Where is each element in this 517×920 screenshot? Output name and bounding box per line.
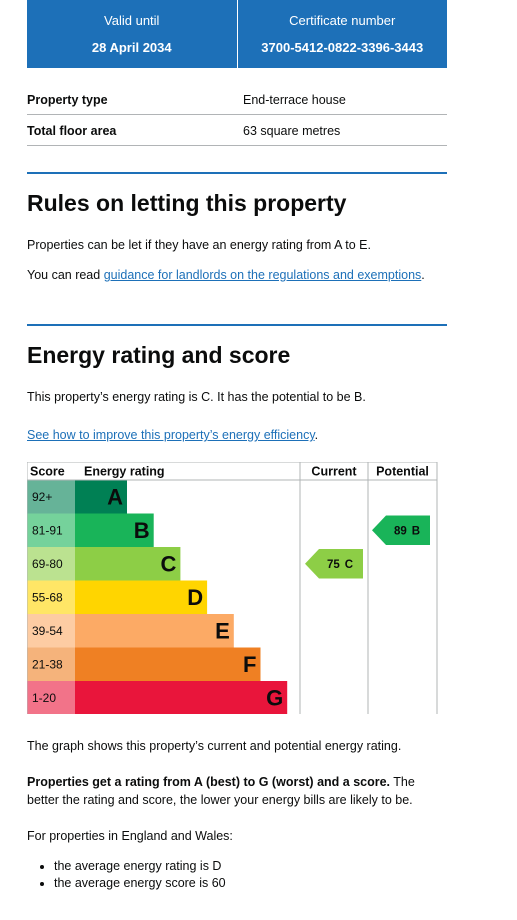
paragraph: See how to improve this property’s energ…: [27, 426, 318, 444]
score-range: 1-20: [32, 691, 56, 705]
rating-band: [75, 614, 234, 648]
score-cell: [27, 647, 75, 681]
rating-band: [75, 480, 127, 514]
paragraph: This property’s energy rating is C. It h…: [27, 390, 366, 404]
heading: Energy rating and score: [27, 342, 291, 368]
band-letter: E: [215, 619, 230, 644]
rating-letter: C: [345, 559, 353, 571]
text: The better the rating and score, the low…: [27, 775, 415, 807]
rating-band: [75, 513, 154, 547]
band-letter: G: [266, 686, 283, 711]
summary-cell: Valid until 28 April 2034: [27, 0, 237, 68]
band-letter: B: [134, 518, 150, 543]
score-cell: [27, 513, 75, 547]
rating-score: 89: [394, 525, 407, 537]
potential-rating-arrow: [372, 515, 430, 545]
key: Property type: [27, 93, 108, 107]
section-break: [27, 324, 447, 326]
text: .: [421, 268, 425, 282]
band-letter: C: [161, 552, 177, 577]
current-rating-label: 75 C: [327, 559, 353, 571]
value: 3700-5412-0822-3396-3443: [261, 40, 424, 55]
current-rating-arrow: [305, 549, 363, 579]
score-cell: [27, 480, 75, 514]
score-cell: [27, 614, 75, 648]
potential-rating-label: 89 B: [394, 525, 420, 537]
list: the average energy rating is D the avera…: [27, 858, 226, 892]
score-cell: [27, 580, 75, 614]
rating-band: [75, 580, 208, 614]
section-break: [27, 172, 447, 174]
summary-cell: Certificate number 3700-5412-0822-3396-3…: [236, 0, 448, 68]
rating-letter: B: [412, 525, 420, 537]
key: Total floor area: [27, 124, 117, 138]
list-item: the average energy rating is D: [54, 858, 226, 875]
score-cell: [27, 547, 75, 581]
score-cell: [27, 681, 75, 714]
score-range: 21-38: [32, 657, 63, 671]
link[interactable]: See how to improve this property’s energ…: [27, 428, 315, 442]
rating-band: [75, 547, 181, 581]
band-letter: D: [187, 585, 203, 610]
link[interactable]: guidance for landlords on the regulation…: [103, 268, 422, 282]
score-range: 92+: [32, 490, 52, 504]
label: Valid until: [104, 13, 160, 28]
score-range: 39-54: [32, 624, 63, 638]
value: End-terrace house: [243, 93, 346, 107]
energy-rating-graph: Score Energy rating Current Potential 92+ A 81…: [27, 462, 438, 714]
band-letter: A: [107, 485, 123, 510]
paragraph: Properties can be let if they have an en…: [27, 238, 371, 252]
column-header: Score: [30, 464, 65, 478]
text: .: [314, 428, 319, 442]
band-letter: F: [243, 652, 256, 677]
rating-band: [75, 647, 261, 681]
paragraph: You can read guidance for landlords on t…: [27, 266, 425, 284]
value: 28 April 2034: [91, 40, 172, 55]
rating-band: [75, 681, 288, 714]
column-header: Potential: [376, 464, 429, 478]
column-header: Energy rating: [84, 464, 165, 478]
label: Certificate number: [289, 13, 396, 28]
property-row: Total floor area 63 square metres: [27, 115, 447, 146]
heading: Rules on letting this property: [27, 190, 347, 216]
score-range: 55-68: [32, 590, 63, 604]
list-item: the average energy score is 60: [54, 875, 226, 892]
paragraph: For properties in England and Wales:: [27, 829, 233, 843]
bold-text: Properties get a rating from A (best) to…: [27, 775, 391, 789]
property-row: Property type End-terrace house: [27, 84, 447, 115]
certificate-summary: Valid until 28 April 2034 Certificate nu…: [27, 0, 447, 68]
text: You can read: [27, 268, 101, 282]
rating-score: 75: [327, 559, 340, 571]
score-range: 69-80: [32, 557, 63, 571]
paragraph: Properties get a rating from A (best) to…: [27, 773, 447, 809]
paragraph: The graph shows this property’s current …: [27, 739, 402, 753]
column-header: Current: [311, 464, 357, 478]
value: 63 square metres: [243, 124, 341, 138]
score-range: 81-91: [32, 523, 63, 537]
